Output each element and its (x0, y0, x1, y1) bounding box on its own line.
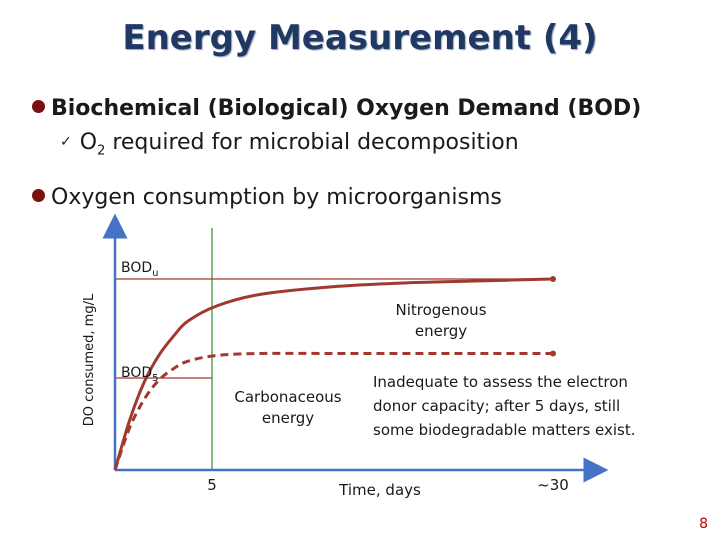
note-line3: some biodegradable matters exist. (373, 421, 636, 439)
sub-bullet-o2-prefix: O (79, 130, 98, 155)
carbonaceous-label-line2: energy (262, 409, 314, 427)
note-line2: donor capacity; after 5 days, still (373, 397, 620, 415)
dashed-curve-end-point (550, 350, 556, 357)
bullet-dot-icon (32, 100, 45, 113)
x-tick-5: 5 (207, 476, 217, 494)
y-axis-label: DO consumed, mg/L (82, 293, 97, 426)
carbonaceous-curve (113, 277, 554, 471)
bullet-oxygen-text: Oxygen consumption by microorganisms (51, 185, 502, 210)
bullet-dot-icon (32, 189, 45, 202)
page-number: 8 (699, 516, 708, 532)
bullet-bod: Biochemical (Biological) Oxygen Demand (… (32, 96, 641, 121)
bullet-bod-text: Biochemical (Biological) Oxygen Demand (… (51, 96, 642, 121)
bullet-oxygen: Oxygen consumption by microorganisms (32, 185, 502, 210)
nitrogenous-label-line1: Nitrogenous (395, 301, 486, 319)
note-line1: Inadequate to assess the electron (373, 373, 628, 391)
nitrogenous-label-line2: energy (415, 322, 467, 340)
sub-bullet-o2-subscript: 2 (97, 143, 106, 159)
x-axis-label: Time, days (338, 481, 421, 499)
checkmark-icon: ✓ (60, 134, 72, 150)
curve-end-point (550, 276, 556, 282)
bod-5-label: BOD5 (121, 365, 159, 384)
sub-bullet-o2: ✓ O2 required for microbial decomposition (60, 130, 519, 158)
carbonaceous-label-line1: Carbonaceous (234, 388, 341, 406)
sub-bullet-o2-text: required for microbial decomposition (105, 130, 519, 155)
slide-title: Energy Measurement (4) (122, 18, 598, 58)
x-tick-30: ~30 (537, 476, 569, 494)
bod-u-label: BODu (121, 260, 159, 279)
bod-dashed-curve (113, 351, 553, 471)
